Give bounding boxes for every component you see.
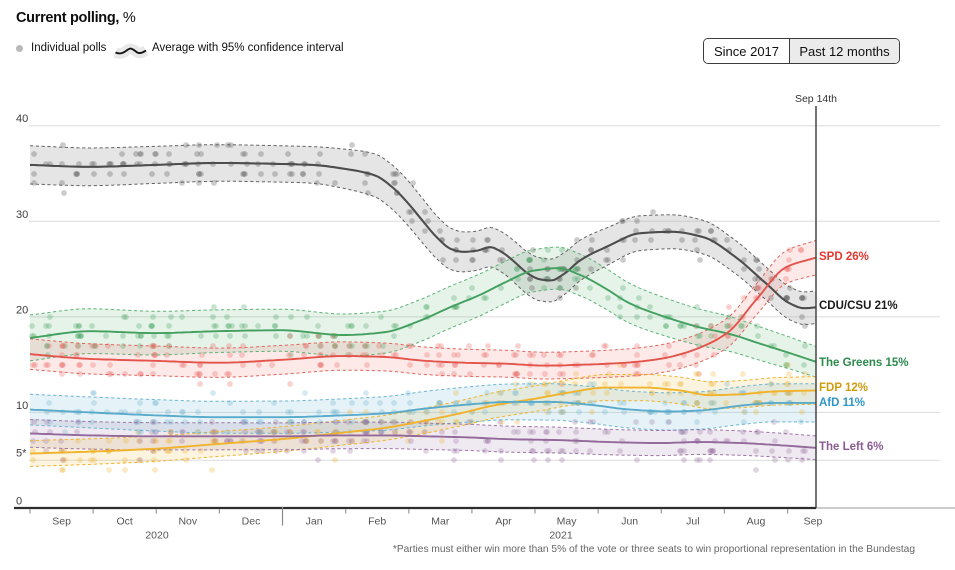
- svg-text:May: May: [557, 516, 578, 528]
- svg-text:Mar: Mar: [431, 516, 450, 528]
- svg-text:Apr: Apr: [495, 516, 512, 528]
- svg-text:Aug: Aug: [747, 516, 766, 528]
- svg-text:Dec: Dec: [242, 516, 261, 528]
- svg-text:Sep: Sep: [804, 516, 823, 528]
- svg-text:Sep: Sep: [52, 516, 71, 528]
- svg-text:0: 0: [16, 496, 22, 508]
- svg-text:20: 20: [16, 304, 28, 316]
- svg-text:Jan: Jan: [306, 516, 323, 528]
- svg-text:Oct: Oct: [117, 516, 133, 528]
- svg-text:30: 30: [16, 209, 28, 221]
- svg-text:2021: 2021: [549, 530, 573, 542]
- svg-text:40: 40: [16, 113, 28, 125]
- svg-text:Nov: Nov: [178, 516, 197, 528]
- svg-text:Feb: Feb: [368, 516, 386, 528]
- svg-text:2020: 2020: [145, 530, 169, 542]
- svg-text:5*: 5*: [16, 448, 27, 460]
- svg-text:Jul: Jul: [686, 516, 699, 528]
- svg-text:Jun: Jun: [621, 516, 638, 528]
- svg-text:10: 10: [16, 400, 28, 412]
